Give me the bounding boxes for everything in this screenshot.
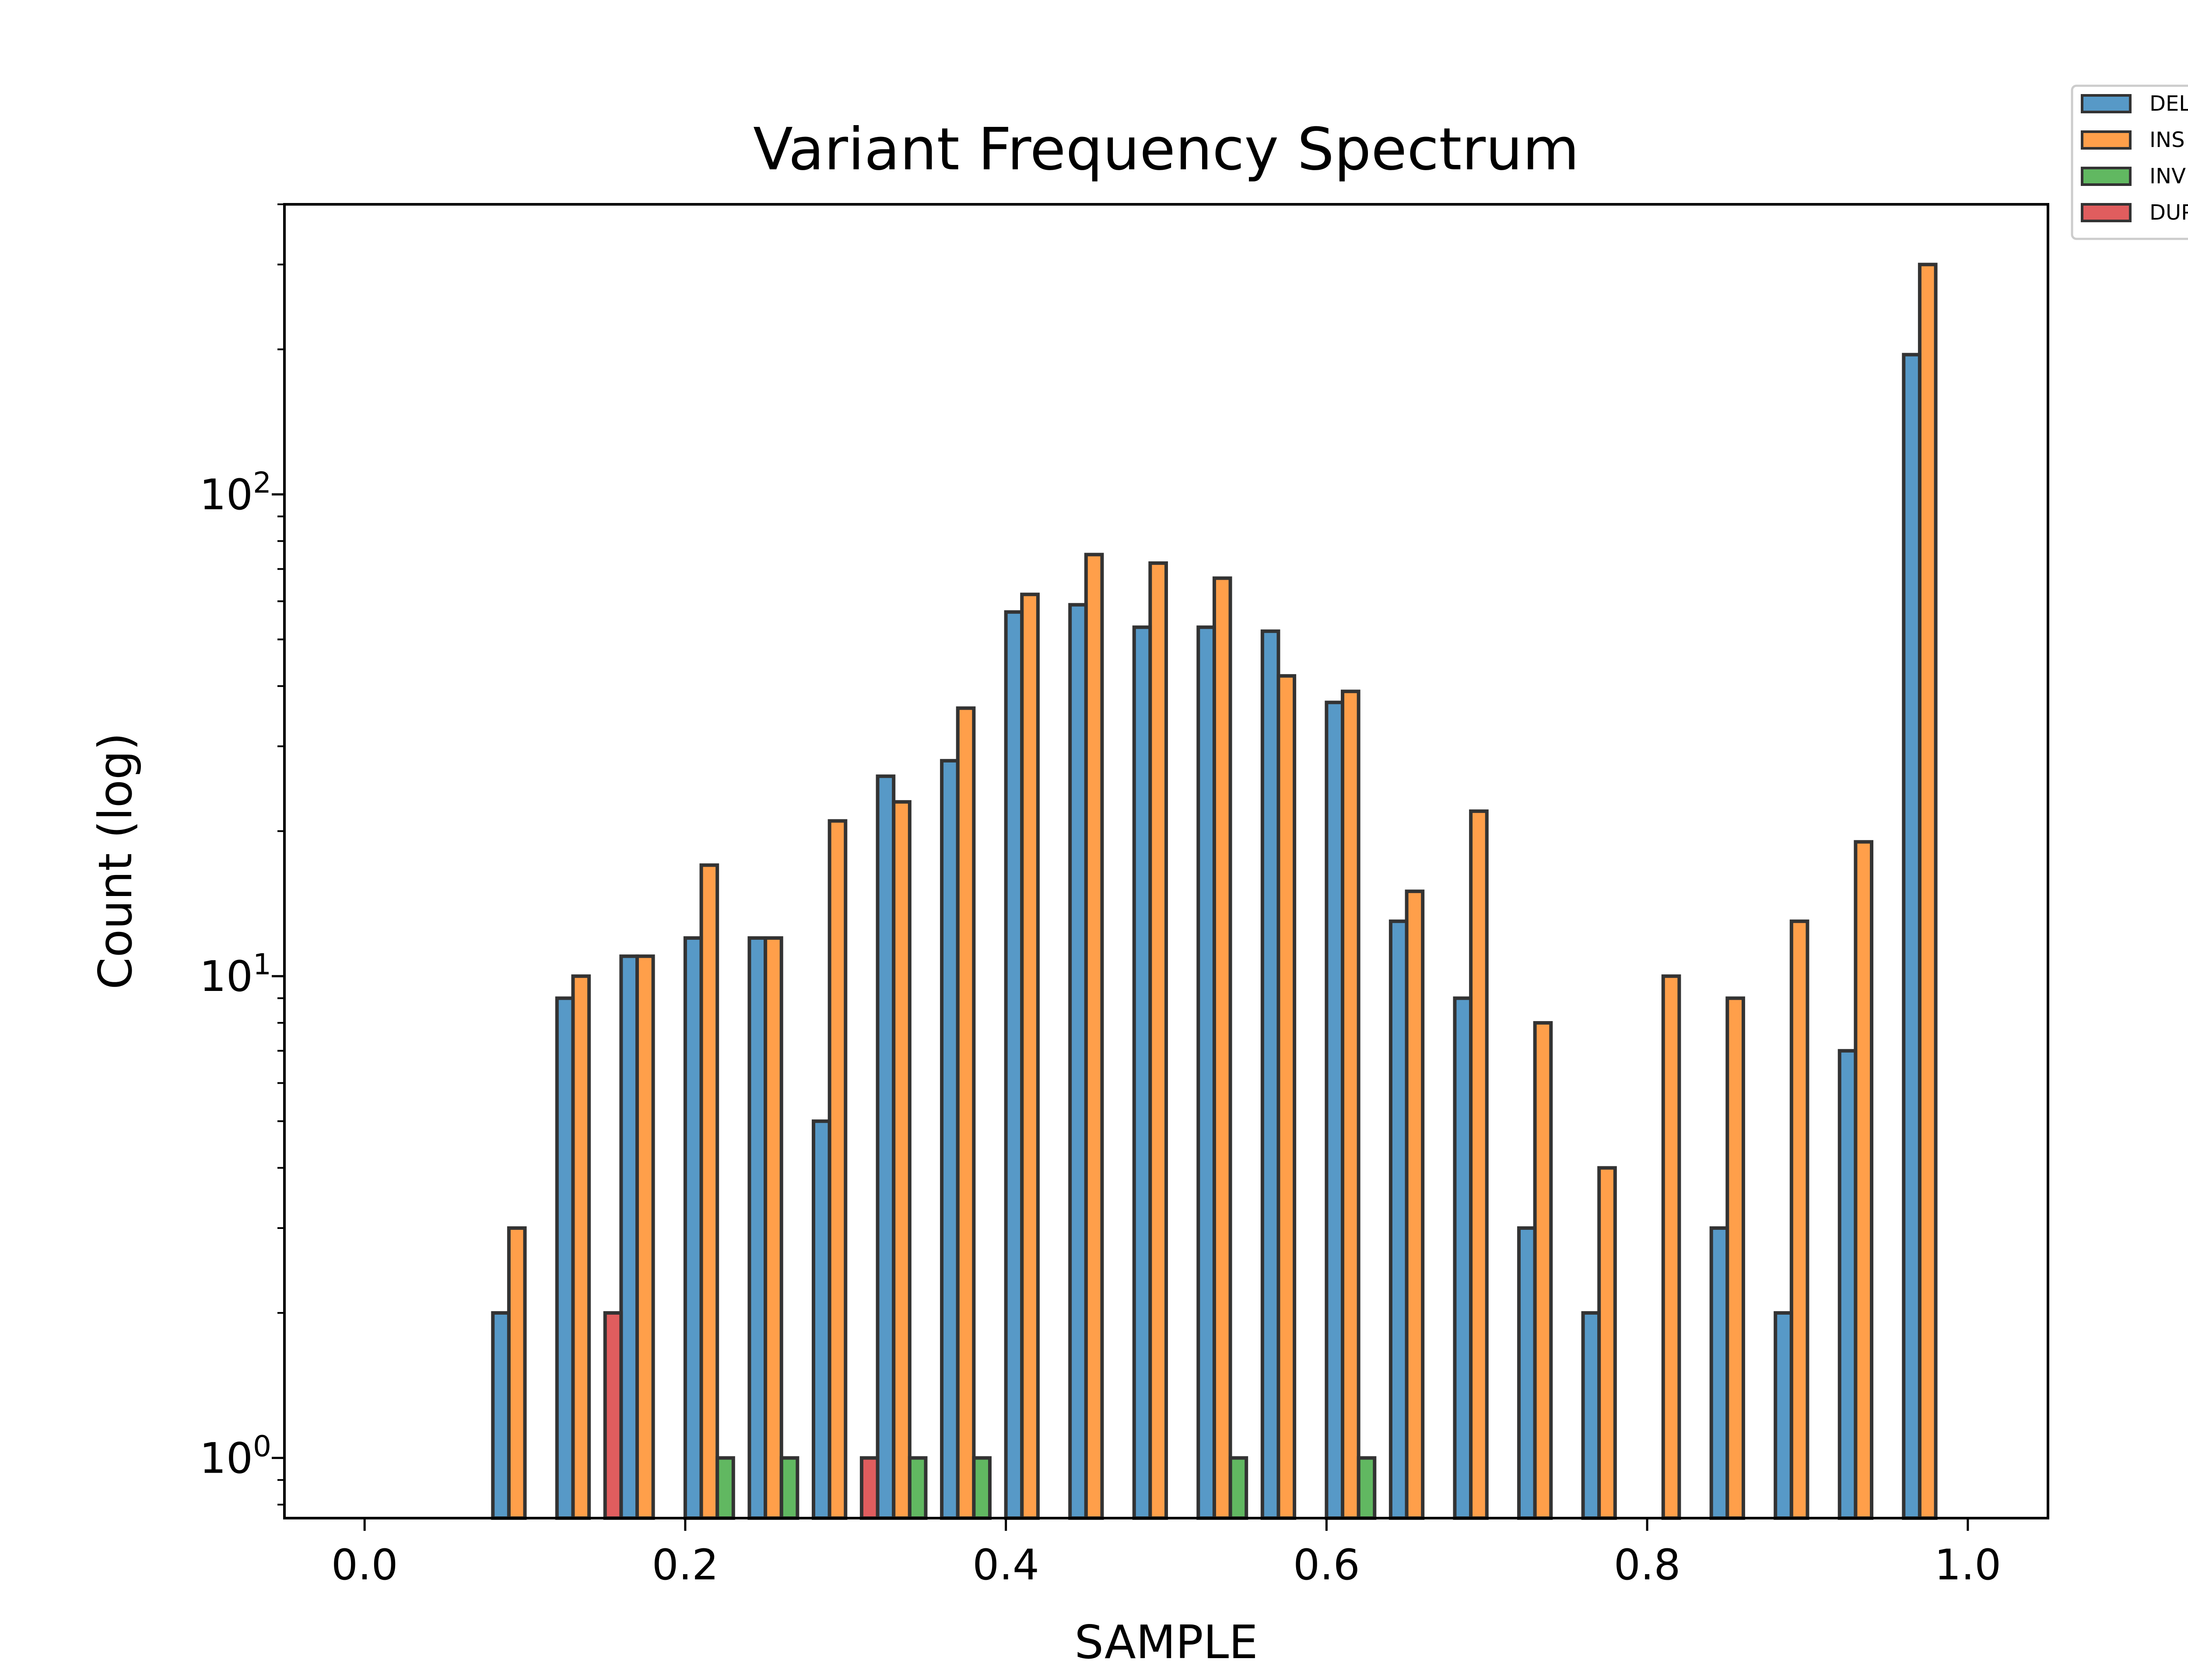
- bar-del-4: [747, 936, 768, 1520]
- bar-inv-13: [1357, 1456, 1377, 1520]
- bar-del-2: [619, 954, 639, 1520]
- bar-inv-11: [1228, 1456, 1248, 1520]
- bar-ins-2: [635, 954, 655, 1520]
- bar-del-3: [683, 936, 703, 1520]
- bar-del-10: [1132, 625, 1152, 1520]
- bar-ins-11: [1212, 576, 1232, 1520]
- x-tick-label-0: 0.0: [331, 1540, 398, 1589]
- legend-box: [2071, 84, 2188, 240]
- bar-del-5: [812, 1119, 831, 1520]
- x-axis-label: SAMPLE: [1074, 1616, 1258, 1669]
- bar-ins-12: [1276, 674, 1297, 1520]
- bar-del-0: [491, 1311, 511, 1520]
- y-axis: 100 101 102: [200, 203, 284, 1506]
- bar-ins-1: [571, 974, 591, 1520]
- legend: DEL INS INV DUP: [2071, 84, 2188, 240]
- bar-ins-19: [1725, 996, 1745, 1520]
- bar-ins-9: [1084, 553, 1104, 1520]
- x-tick-label-3: 0.6: [1293, 1540, 1360, 1589]
- bar-ins-16: [1533, 1021, 1553, 1520]
- bar-ins-7: [956, 706, 976, 1520]
- bar-ins-14: [1405, 889, 1425, 1520]
- bar-dup-5: [859, 1456, 880, 1520]
- bar-del-8: [1004, 610, 1024, 1520]
- chart-title: Variant Frequency Spectrum: [753, 116, 1579, 183]
- bar-ins-5: [828, 819, 848, 1520]
- bar-del-19: [1709, 1226, 1729, 1520]
- bar-del-6: [876, 774, 896, 1520]
- x-tick-label-2: 0.4: [972, 1540, 1039, 1589]
- legend-swatch-dup: [2081, 203, 2132, 222]
- legend-swatch-inv: [2081, 167, 2132, 186]
- bar-ins-0: [507, 1226, 527, 1520]
- y-tick-label-2: 102: [200, 466, 271, 519]
- legend-label-dup: DUP: [2149, 200, 2188, 225]
- x-tick-label-1: 0.2: [652, 1540, 719, 1589]
- bar-del-1: [555, 996, 575, 1520]
- bar-del-9: [1068, 603, 1088, 1520]
- bar-ins-8: [1020, 592, 1040, 1520]
- bar-del-16: [1517, 1226, 1537, 1520]
- x-tick-label-4: 0.8: [1614, 1540, 1681, 1589]
- bar-del-14: [1389, 919, 1409, 1520]
- y-axis-label: Count (log): [89, 732, 142, 989]
- bar-del-20: [1774, 1311, 1793, 1520]
- bar-ins-17: [1597, 1166, 1617, 1520]
- plot-frame: [283, 203, 2049, 1519]
- legend-swatch-ins: [2081, 130, 2132, 150]
- y-tick-label-1: 101: [200, 948, 271, 1001]
- bar-inv-3: [715, 1456, 735, 1520]
- bar-del-7: [940, 759, 960, 1520]
- bar-ins-18: [1661, 974, 1681, 1520]
- bar-del-11: [1196, 625, 1216, 1520]
- bar-ins-10: [1148, 561, 1168, 1520]
- bar-del-13: [1325, 700, 1344, 1520]
- bar-ins-22: [1918, 262, 1938, 1520]
- legend-label-del: DEL: [2149, 91, 2188, 116]
- bar-del-21: [1837, 1049, 1858, 1520]
- bar-ins-15: [1469, 809, 1489, 1520]
- bar-del-17: [1581, 1311, 1601, 1520]
- bar-inv-4: [779, 1456, 799, 1520]
- legend-label-inv: INV: [2149, 164, 2186, 189]
- x-axis: 0.0 0.2 0.4 0.6 0.8 1.0: [331, 1518, 2001, 1589]
- legend-label-ins: INS: [2149, 128, 2185, 152]
- bar-inv-6: [908, 1456, 928, 1520]
- bar-ins-3: [699, 863, 719, 1520]
- bar-ins-4: [764, 936, 783, 1520]
- bar-ins-21: [1854, 840, 1874, 1520]
- bar-del-22: [1902, 353, 1922, 1520]
- bar-del-12: [1260, 629, 1280, 1520]
- bar-ins-20: [1789, 919, 1809, 1520]
- bar-inv-7: [972, 1456, 992, 1520]
- bar-ins-13: [1341, 690, 1360, 1520]
- bar-del-15: [1453, 996, 1473, 1520]
- bars-layer: [491, 262, 1938, 1520]
- y-tick-label-0: 100: [200, 1429, 271, 1483]
- x-tick-label-5: 1.0: [1934, 1540, 2001, 1589]
- bar-ins-6: [892, 800, 912, 1520]
- legend-swatch-del: [2081, 94, 2132, 113]
- bar-dup-1: [603, 1311, 623, 1520]
